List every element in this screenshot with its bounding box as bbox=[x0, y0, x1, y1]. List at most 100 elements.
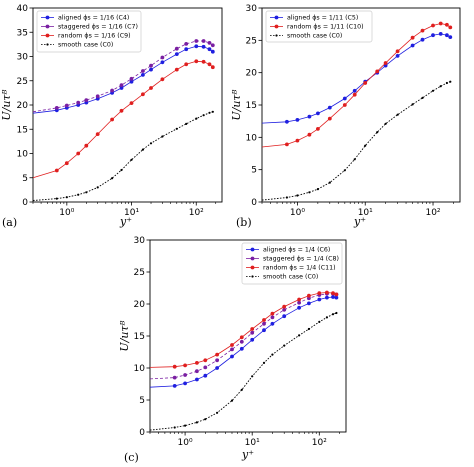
y-tick-label: 25 bbox=[134, 268, 145, 278]
data-point bbox=[215, 366, 220, 370]
x-tick-label: 10⁰ bbox=[59, 208, 74, 218]
data-point bbox=[161, 135, 164, 138]
data-point bbox=[331, 313, 335, 316]
data-point bbox=[438, 21, 443, 26]
series-2 bbox=[261, 21, 453, 148]
series-line bbox=[261, 81, 451, 201]
data-point bbox=[207, 62, 212, 67]
series-3 bbox=[149, 290, 339, 369]
y-tick-label: 30 bbox=[134, 236, 146, 246]
data-point bbox=[251, 375, 254, 378]
data-point bbox=[129, 101, 134, 105]
data-point bbox=[216, 411, 219, 414]
data-point bbox=[449, 80, 452, 83]
data-point bbox=[201, 59, 206, 64]
data-point bbox=[194, 39, 199, 43]
legend-marker bbox=[250, 247, 255, 252]
data-point bbox=[65, 196, 68, 199]
data-point bbox=[395, 49, 400, 54]
data-point bbox=[411, 103, 414, 106]
data-point bbox=[141, 73, 145, 77]
data-point bbox=[316, 126, 320, 131]
data-point bbox=[327, 105, 332, 110]
series-line bbox=[32, 111, 213, 201]
data-point bbox=[160, 55, 165, 60]
series-4 bbox=[149, 311, 338, 431]
data-point bbox=[203, 358, 208, 363]
data-point bbox=[195, 377, 199, 382]
legend: aligned ϕs = 1/16 (C4) staggered ϕs = 1/1… bbox=[36, 10, 142, 53]
data-point bbox=[85, 191, 88, 194]
x-tick-label: 10² bbox=[189, 208, 204, 218]
y-tick-label: 15 bbox=[246, 101, 257, 111]
legend-marker bbox=[274, 15, 279, 20]
series-4 bbox=[32, 110, 214, 201]
legend-marker bbox=[45, 33, 50, 38]
data-point bbox=[173, 426, 176, 429]
data-point bbox=[431, 33, 435, 38]
data-point bbox=[352, 88, 357, 93]
legend-marker bbox=[45, 24, 50, 29]
y-tick-label: 15 bbox=[17, 125, 28, 135]
data-point bbox=[95, 94, 100, 99]
data-point bbox=[270, 315, 275, 320]
data-point bbox=[204, 418, 207, 421]
legend-entry: random ϕs = 1/4 (C11) bbox=[263, 265, 336, 272]
data-point bbox=[203, 365, 208, 370]
data-point bbox=[175, 127, 178, 130]
data-point bbox=[420, 37, 425, 42]
data-point bbox=[110, 88, 114, 93]
data-point bbox=[334, 292, 339, 297]
legend: aligned ϕs = 1/4 (C6) staggered ϕs = 1/4 … bbox=[241, 242, 343, 285]
data-point bbox=[376, 131, 379, 134]
data-point bbox=[318, 320, 321, 323]
data-point bbox=[295, 138, 300, 143]
x-axis-label: y⁺ bbox=[119, 215, 132, 228]
y-tick-label: 10 bbox=[17, 150, 29, 160]
legend-entry: smooth case (C0) bbox=[263, 274, 318, 281]
y-tick-label: 20 bbox=[134, 300, 146, 310]
data-point bbox=[129, 79, 134, 84]
data-point bbox=[421, 96, 424, 99]
x-axis-label: y⁺ bbox=[241, 448, 254, 461]
y-tick-label: 15 bbox=[134, 332, 145, 342]
data-point bbox=[285, 142, 289, 147]
y-tick-label: 10 bbox=[246, 133, 258, 143]
data-point bbox=[210, 49, 215, 54]
data-point bbox=[211, 110, 214, 113]
data-point bbox=[201, 44, 206, 49]
data-point bbox=[271, 353, 274, 356]
data-point bbox=[282, 314, 287, 319]
data-point bbox=[215, 358, 220, 363]
legend-box bbox=[36, 10, 142, 53]
data-point bbox=[183, 381, 188, 386]
data-point bbox=[420, 28, 425, 33]
y-tick-label: 20 bbox=[246, 69, 258, 79]
data-point bbox=[307, 293, 311, 298]
data-point bbox=[183, 373, 188, 377]
data-point bbox=[95, 132, 100, 137]
legend-entry: aligned ϕs = 1/16 (C4) bbox=[58, 15, 129, 22]
data-point bbox=[317, 297, 322, 302]
data-point bbox=[54, 168, 59, 173]
y-tick-label: 25 bbox=[246, 36, 257, 46]
data-point bbox=[141, 69, 145, 73]
data-point bbox=[353, 158, 356, 161]
data-point bbox=[174, 52, 179, 56]
data-point bbox=[285, 119, 289, 124]
data-point bbox=[342, 103, 347, 107]
y-tick-label: 40 bbox=[17, 4, 29, 14]
data-point bbox=[172, 375, 177, 380]
data-point bbox=[84, 143, 89, 148]
x-tick-label: 10² bbox=[425, 208, 440, 218]
data-point bbox=[202, 114, 205, 117]
data-point bbox=[184, 62, 189, 67]
data-point bbox=[230, 343, 234, 347]
data-point bbox=[270, 321, 275, 326]
data-point bbox=[129, 76, 134, 81]
data-point bbox=[160, 77, 165, 82]
data-point bbox=[307, 132, 312, 137]
data-point bbox=[110, 117, 114, 122]
data-point bbox=[210, 43, 215, 48]
legend-marker bbox=[46, 43, 49, 46]
